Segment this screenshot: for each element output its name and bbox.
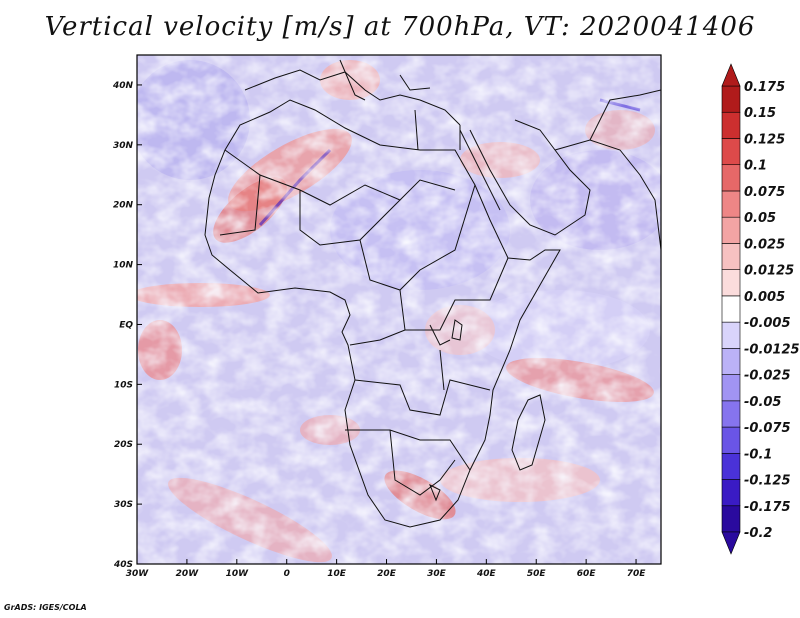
y-tick-label: EQ <box>119 320 133 330</box>
x-tick-label: 60E <box>577 569 597 579</box>
colorbar-swatch <box>721 164 741 192</box>
x-tick-label: 0 <box>284 569 290 579</box>
colorbar-label: -0.005 <box>744 316 791 331</box>
colorbar-label: 0.175 <box>744 80 785 95</box>
x-axis: 30W 20W 10W 0 10E 20E 30E 40E 50E 60E 70E <box>126 559 646 579</box>
y-tick-label: 40N <box>112 81 134 91</box>
x-tick-label: 20W <box>176 569 200 579</box>
colorbar-swatch <box>721 243 741 270</box>
velocity-field <box>137 55 661 564</box>
coastlines-borders <box>204 59 661 528</box>
x-tick-label: 10E <box>327 569 347 579</box>
colorbar-swatch <box>721 426 741 454</box>
colorbar-swatch <box>721 505 741 533</box>
colorbar-swatch <box>721 295 741 323</box>
plot-frame <box>136 54 662 565</box>
x-tick-label: 40E <box>476 569 497 579</box>
y-tick-label: 20N <box>113 201 134 211</box>
colorbar-swatch <box>721 348 741 375</box>
y-axis: 40N 30N 20N 10N EQ 10S 20S 30S 40S <box>112 81 142 570</box>
colorbar-swatch <box>721 400 741 428</box>
y-tick-label: 40S <box>113 560 133 570</box>
colorbar-label: 0.005 <box>744 290 785 305</box>
colorbar-swatch <box>721 216 741 244</box>
y-tick-label: 30N <box>113 141 134 151</box>
colorbar-swatch <box>721 85 741 113</box>
colorbar: -0.2 -0.175 -0.125 -0.1 -0.075 -0.05 -0.025 -0.… <box>721 63 800 555</box>
y-tick-label: 20S <box>114 440 133 450</box>
y-tick-label: 10S <box>114 380 133 390</box>
colorbar-swatch <box>721 479 741 507</box>
colorbar-max-arrow <box>721 63 741 87</box>
x-tick-label: 10W <box>226 569 250 579</box>
colorbar-label: 0.05 <box>744 211 776 226</box>
colorbar-label: -0.1 <box>744 447 772 462</box>
colorbar-label: 0.1 <box>744 159 767 174</box>
colorbar-swatch <box>721 111 741 139</box>
colorbar-label: -0.175 <box>744 500 791 515</box>
colorbar-label: -0.025 <box>744 369 791 384</box>
y-tick-label: 10N <box>113 261 134 271</box>
colorbar-swatch <box>721 374 741 402</box>
colorbar-label: 0.15 <box>744 106 776 121</box>
x-tick-label: 70E <box>627 569 647 579</box>
y-tick-label: 30S <box>114 500 133 510</box>
colorbar-label: 0.025 <box>744 237 785 252</box>
colorbar-label: 0.0125 <box>744 264 794 279</box>
colorbar-label: -0.2 <box>744 526 772 541</box>
arabia-coastline <box>469 119 591 236</box>
colorbar-swatch <box>721 452 741 480</box>
x-tick-label: 20E <box>377 569 397 579</box>
x-tick-label: 30W <box>126 569 150 579</box>
colorbar-label: -0.075 <box>744 421 791 436</box>
grads-credit: GrADS: IGES/COLA <box>4 603 87 612</box>
colorbar-swatch <box>721 321 741 349</box>
colorbar-swatch <box>721 190 741 218</box>
africa-coastline <box>204 99 561 528</box>
colorbar-swatch <box>721 138 741 166</box>
x-tick-label: 50E <box>527 569 547 579</box>
colorbar-label: 0.075 <box>744 185 785 200</box>
colorbar-label: -0.05 <box>744 395 781 410</box>
colorbar-label: -0.0125 <box>744 342 800 357</box>
madagascar <box>511 394 546 471</box>
colorbar-swatch <box>721 269 741 297</box>
x-tick-label: 30E <box>427 569 447 579</box>
colorbar-label: -0.125 <box>744 474 791 489</box>
map-title: Vertical velocity [m/s] at 700hPa, VT: 2… <box>44 12 756 42</box>
colorbar-min-arrow <box>721 531 741 555</box>
colorbar-label: 0.125 <box>744 132 785 147</box>
